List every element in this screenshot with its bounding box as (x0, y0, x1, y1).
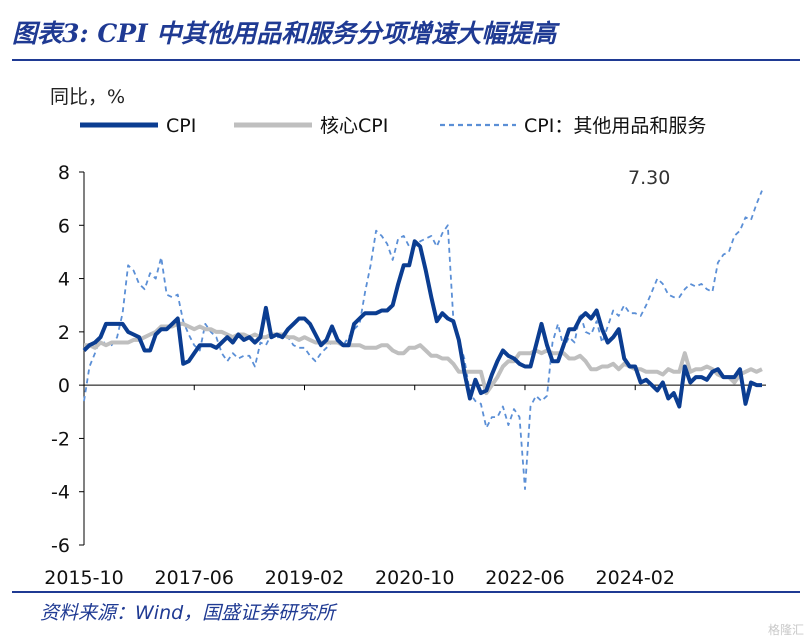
y-tick-label: -2 (51, 428, 70, 450)
y-tick-label: -6 (51, 535, 70, 557)
legend-label: CPI (166, 115, 196, 137)
x-tick-label: 2019-02 (265, 567, 344, 589)
legend-label: 核心CPI (320, 115, 388, 137)
chart-axes: -6 -4 -2 0 2 4 6 8 2015-10 2017-06 2019-02 2020-10 2… (44, 162, 766, 589)
chart-series (82, 190, 763, 491)
x-tick-label: 2024-02 (596, 567, 675, 589)
source-rule (12, 591, 800, 593)
x-tick-label: 2015-10 (44, 567, 123, 589)
y-tick-label: 4 (58, 269, 70, 291)
annotation-label: 7.30 (628, 167, 670, 189)
x-tick-label: 2020-10 (375, 567, 454, 589)
series-other-goods-services-line (83, 190, 763, 491)
y-tick-label: 8 (58, 162, 70, 184)
y-unit-label: 同比，% (50, 86, 126, 108)
series-core-cpi-line (84, 321, 763, 396)
y-tick-label: 2 (58, 322, 70, 344)
legend-label: CPI：其他用品和服务 (524, 115, 706, 137)
y-tick-label: -4 (51, 482, 70, 504)
title-rule (12, 59, 800, 61)
y-tick-label: 6 (58, 215, 70, 237)
chart-legend: CPI 核心CPI CPI：其他用品和服务 (80, 115, 706, 137)
x-tick-label: 2022-06 (485, 567, 564, 589)
watermark-logo: 格隆汇 (767, 623, 804, 637)
series-cpi-line (82, 239, 762, 409)
y-tick-label: 0 (58, 375, 70, 397)
source-note: 资料来源：Wind，国盛证券研究所 (40, 602, 336, 624)
chart-annotations: 7.30 (628, 167, 670, 189)
chart-title: 图表3: CPI 中其他用品和服务分项增速大幅提高 (12, 19, 557, 48)
x-tick-label: 2017-06 (155, 567, 234, 589)
